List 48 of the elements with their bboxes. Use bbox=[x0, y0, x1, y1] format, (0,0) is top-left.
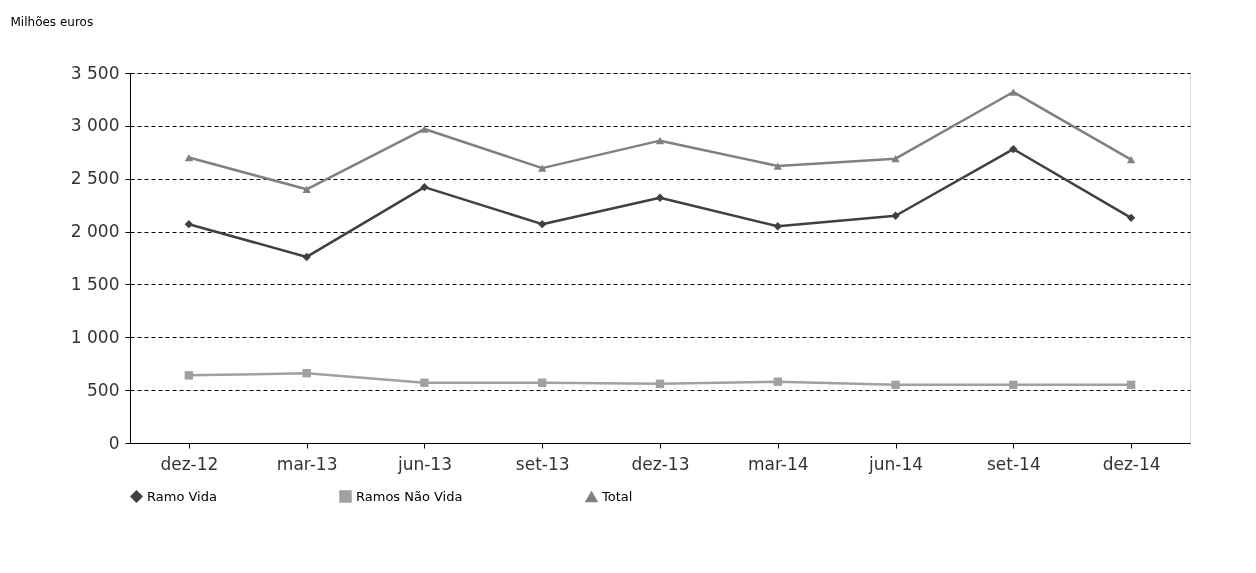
point bbox=[538, 219, 547, 229]
point bbox=[655, 193, 665, 202]
point bbox=[655, 137, 665, 145]
point bbox=[891, 211, 900, 220]
point bbox=[1009, 144, 1018, 154]
point bbox=[538, 378, 547, 387]
y-axis-title: Milhões euros bbox=[10, 14, 94, 29]
y-tick-label: 1 500 bbox=[70, 273, 120, 294]
point bbox=[1009, 380, 1018, 390]
point bbox=[773, 222, 782, 231]
y-tick-label: 3 000 bbox=[70, 115, 120, 136]
point bbox=[538, 164, 547, 172]
x-tick-label: set-13 bbox=[515, 453, 570, 474]
point bbox=[420, 378, 429, 387]
x-tick-label: dez-13 bbox=[631, 453, 690, 474]
point bbox=[773, 162, 782, 170]
legend-label: Total bbox=[601, 488, 633, 504]
point bbox=[1126, 213, 1136, 223]
point bbox=[1126, 380, 1136, 390]
x-tick-label: dez-12 bbox=[160, 453, 219, 474]
y-tick-label: 2 000 bbox=[70, 221, 120, 242]
point bbox=[184, 371, 194, 380]
point bbox=[420, 182, 429, 192]
point bbox=[184, 219, 194, 229]
point bbox=[891, 380, 900, 390]
point bbox=[420, 125, 429, 133]
x-tick-label: jun-14 bbox=[868, 453, 924, 474]
x-tick-label: dez-14 bbox=[1102, 453, 1161, 474]
y-tick-label: 2 500 bbox=[70, 168, 120, 189]
x-tick-label: set-14 bbox=[986, 453, 1041, 474]
x-tick-label: jun-13 bbox=[396, 453, 452, 474]
y-tick-label: 3 500 bbox=[70, 62, 120, 83]
point bbox=[1009, 88, 1018, 96]
point bbox=[891, 155, 900, 163]
point bbox=[655, 379, 665, 388]
y-tick-label: 1 000 bbox=[70, 326, 120, 347]
x-tick-label: mar-14 bbox=[747, 453, 809, 474]
legend-label: Ramos Não Vida bbox=[356, 488, 463, 504]
point bbox=[773, 377, 782, 386]
point bbox=[302, 185, 311, 193]
point bbox=[302, 369, 311, 378]
point bbox=[302, 252, 311, 262]
point bbox=[184, 153, 194, 162]
x-tick-label: mar-13 bbox=[276, 453, 338, 474]
point bbox=[1126, 156, 1136, 164]
y-tick-label: 500 bbox=[87, 379, 120, 400]
legend-label: Ramo Vida bbox=[147, 488, 217, 504]
y-tick-label: 0 bbox=[108, 432, 120, 453]
